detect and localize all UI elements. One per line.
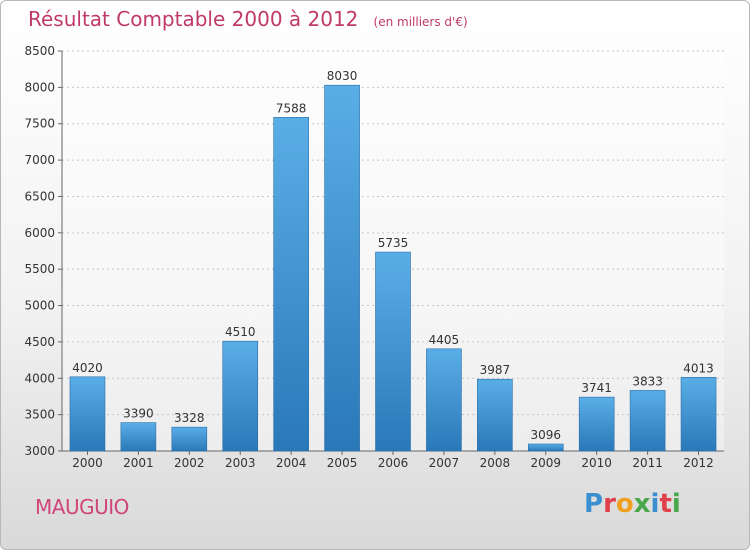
x-tick-label-2012: 2012 [683, 456, 714, 470]
bar-2008 [477, 378, 513, 452]
bar-2009 [527, 443, 564, 452]
logo-letter: o [615, 489, 634, 519]
logo-letter: P [584, 489, 604, 519]
title-row: Résultat Comptable 2000 à 2012 (en milli… [28, 7, 468, 31]
bar-2004 [273, 117, 309, 452]
x-tick-label-2000: 2000 [72, 456, 103, 470]
x-tick-label-2003: 2003 [225, 456, 256, 470]
bar-2000 [69, 376, 106, 452]
bar-2001 [120, 422, 157, 452]
data-label-2000: 4020 [72, 361, 103, 375]
y-tick-label: 4500 [24, 335, 55, 349]
bar-2003 [222, 340, 259, 452]
y-tick-label: 8500 [24, 44, 55, 58]
chart-title: Résultat Comptable 2000 à 2012 [28, 7, 359, 31]
x-tick-label-2010: 2010 [581, 456, 612, 470]
bar-2006 [375, 251, 411, 452]
data-label-2006: 5735 [378, 236, 409, 250]
y-tick-label: 5500 [24, 262, 55, 276]
city-name: MAUGUIO [35, 495, 129, 519]
data-label-2009: 3096 [530, 428, 561, 442]
data-label-2001: 3390 [123, 407, 154, 421]
x-tick-label-2001: 2001 [123, 456, 154, 470]
x-tick-label-2006: 2006 [378, 456, 409, 470]
bar-2011 [629, 390, 666, 452]
x-tick-label-2002: 2002 [174, 456, 205, 470]
y-tick-label: 7000 [24, 153, 55, 167]
logo-letter: x [633, 489, 651, 519]
chart-unit: (en milliers d'€) [373, 15, 468, 29]
data-label-2008: 3987 [480, 363, 511, 377]
proxiti-logo: Proxiti [584, 489, 681, 519]
x-tick-label-2011: 2011 [632, 456, 663, 470]
y-tick-label: 7500 [24, 117, 55, 131]
data-label-2003: 4510 [225, 325, 256, 339]
bar-2012 [680, 377, 717, 452]
x-tick-label-2005: 2005 [327, 456, 358, 470]
data-label-2005: 8030 [327, 69, 358, 83]
logo-letter: i [650, 489, 660, 519]
logo-letter: r [603, 489, 616, 519]
x-tick-label-2008: 2008 [480, 456, 511, 470]
y-tick-label: 6500 [24, 189, 55, 203]
bar-2010 [578, 396, 615, 452]
bar-2005 [324, 84, 360, 452]
y-tick-label: 8000 [24, 80, 55, 94]
data-label-2007: 4405 [429, 333, 460, 347]
data-label-2012: 4013 [683, 361, 714, 375]
bar-2007 [426, 348, 462, 452]
y-tick-label: 3000 [24, 444, 55, 458]
bar-2002 [171, 426, 208, 452]
logo-letter: i [671, 489, 681, 519]
data-label-2004: 7588 [276, 101, 307, 115]
logo-letter: t [659, 489, 672, 519]
data-label-2010: 3741 [581, 381, 612, 395]
x-tick-label-2007: 2007 [429, 456, 460, 470]
data-label-2002: 3328 [174, 411, 205, 425]
x-tick-label-2004: 2004 [276, 456, 307, 470]
y-tick-label: 6000 [24, 226, 55, 240]
y-tick-label: 3500 [24, 408, 55, 422]
data-label-2011: 3833 [632, 374, 663, 388]
y-tick-label: 5000 [24, 299, 55, 313]
x-tick-label-2009: 2009 [530, 456, 561, 470]
y-tick-label: 4000 [24, 371, 55, 385]
